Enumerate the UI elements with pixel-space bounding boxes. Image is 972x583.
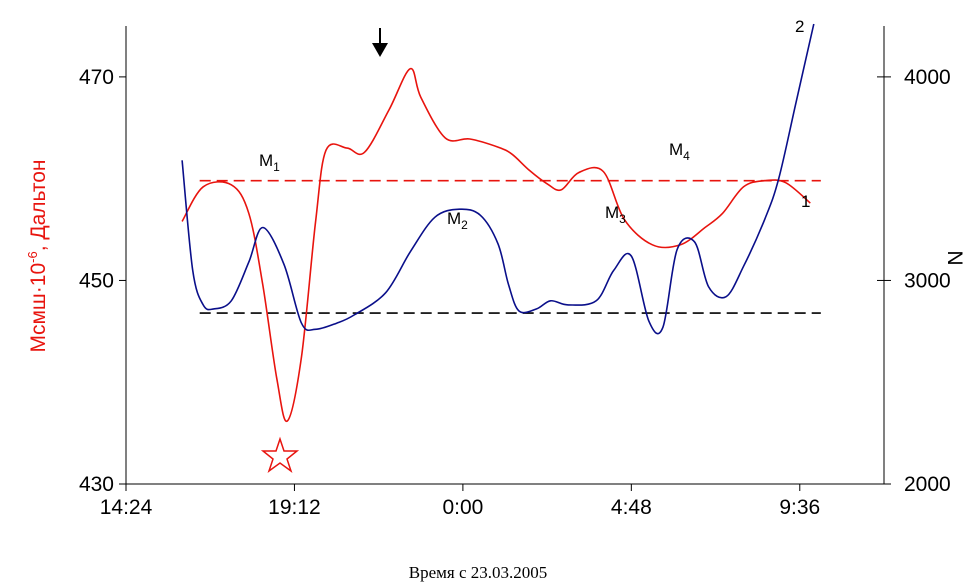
- y-right-tick-label: 3000: [904, 269, 951, 292]
- y-left-label: Mсмш·10-6, Дальтон: [25, 160, 50, 353]
- y-left-tick-label: 430: [79, 473, 114, 496]
- x-tick-label: 0:00: [442, 496, 483, 519]
- series-1-label: 1: [801, 192, 810, 211]
- y-right-tick-label: 4000: [904, 66, 951, 89]
- annotation-m4: M4: [669, 140, 690, 163]
- series-lines: [181, 23, 815, 422]
- star-outline-icon: [260, 436, 300, 473]
- x-axis-label: Время с 23.03.2005: [409, 563, 548, 582]
- x-tick-label: 9:36: [779, 496, 820, 519]
- y-left-tick-label: 470: [79, 66, 114, 89]
- x-tick-label: 14:24: [100, 496, 153, 519]
- reference-lines: [199, 179, 821, 314]
- x-tick-label: 4:48: [611, 496, 652, 519]
- x-tick-label: 19:12: [268, 496, 321, 519]
- series-1-line: [181, 67, 811, 422]
- annotation-m2: M2: [447, 209, 468, 232]
- down-arrow-icon: [372, 28, 388, 57]
- series-2-label: 2: [795, 17, 804, 36]
- y-right-label: N: [943, 250, 966, 265]
- annotation-m1: M1: [259, 151, 280, 174]
- y-left-tick-label: 450: [79, 269, 114, 292]
- series-2-line: [181, 23, 815, 335]
- axis-ticks: 14:24 19:12 0:00 4:48 9:36 430 450 470 2000 3000 4…: [79, 66, 951, 519]
- y-right-tick-label: 2000: [904, 473, 951, 496]
- annotation-m3: M3: [605, 203, 626, 226]
